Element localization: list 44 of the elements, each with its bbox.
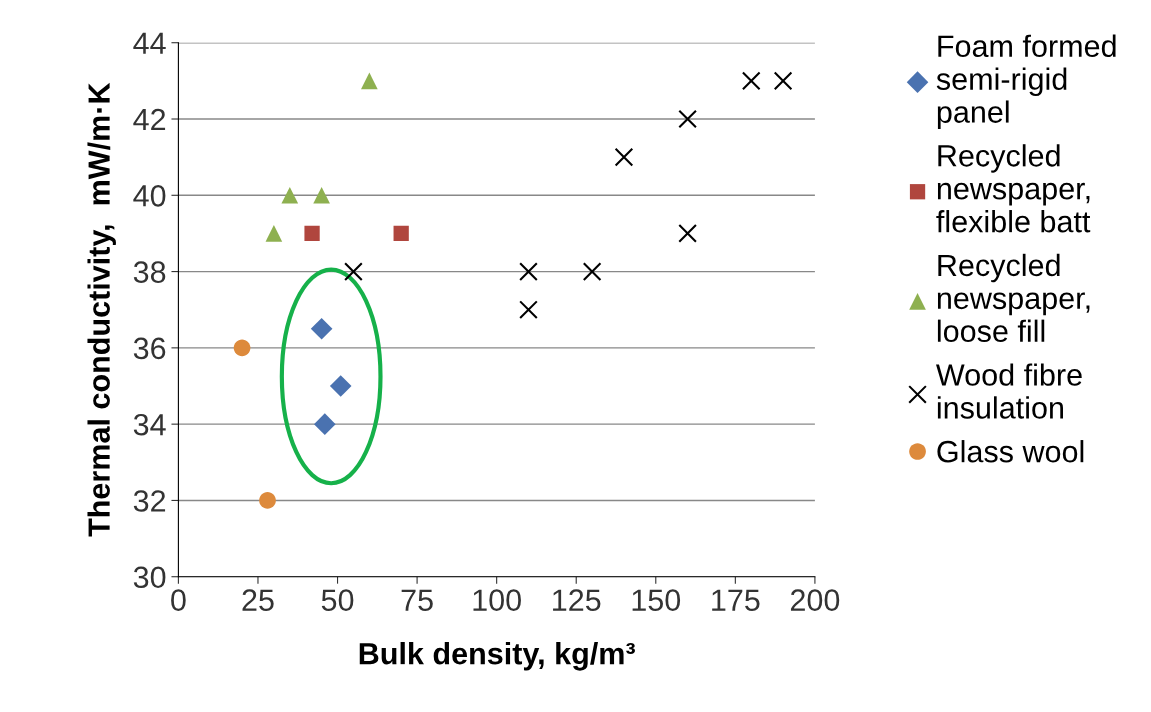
point (678, 224, 697, 243)
y-tick-label: 34 (133, 413, 166, 436)
x-tick-label: 100 (473, 589, 521, 611)
x-tick-label: 150 (632, 589, 681, 611)
point (265, 225, 283, 242)
legend-label: Recycled newspaper, flexible batt (936, 144, 1091, 233)
point (773, 71, 793, 91)
x-tick-label: 175 (712, 589, 760, 611)
point (361, 72, 378, 90)
y-tick-label: 30 (133, 566, 166, 589)
point (304, 225, 320, 242)
y-tick-label: 40 (133, 185, 166, 207)
point (614, 147, 634, 167)
point (393, 225, 409, 242)
point (741, 71, 761, 91)
point (519, 262, 538, 281)
x-tick-label: 125 (553, 589, 601, 611)
y-axis-title: Thermal conductivity, mW/m·K (87, 82, 116, 537)
point (233, 339, 251, 357)
y-tick-label: 32 (133, 490, 166, 512)
y-tick-label: 38 (133, 261, 166, 283)
legend-label: Glass wool (937, 440, 1084, 463)
x-tick-label: 75 (401, 589, 433, 611)
y-tick-label: 42 (133, 108, 166, 131)
x-tick-label: 0 (171, 589, 186, 611)
y-tick-label: 44 (133, 32, 166, 54)
legend-label: Wood fibre insulation (936, 363, 1082, 419)
point (678, 109, 697, 129)
point (310, 317, 333, 340)
point (519, 300, 538, 320)
point (313, 186, 330, 204)
x-tick-label: 50 (321, 589, 354, 611)
legend-label: Foam formed semi-rigid panel (936, 34, 1116, 129)
x-tick-label: 200 (790, 589, 840, 611)
point (259, 492, 276, 509)
point (329, 375, 352, 397)
point (281, 186, 299, 204)
point (582, 262, 602, 281)
x-axis-title: Bulk density, kg/m³ (359, 642, 635, 671)
point (344, 262, 363, 281)
x-tick-label: 25 (242, 589, 274, 611)
y-tick-label: 36 (133, 337, 166, 360)
point (314, 413, 336, 435)
legend-label: Recycled newspaper, loose fill (937, 253, 1090, 343)
